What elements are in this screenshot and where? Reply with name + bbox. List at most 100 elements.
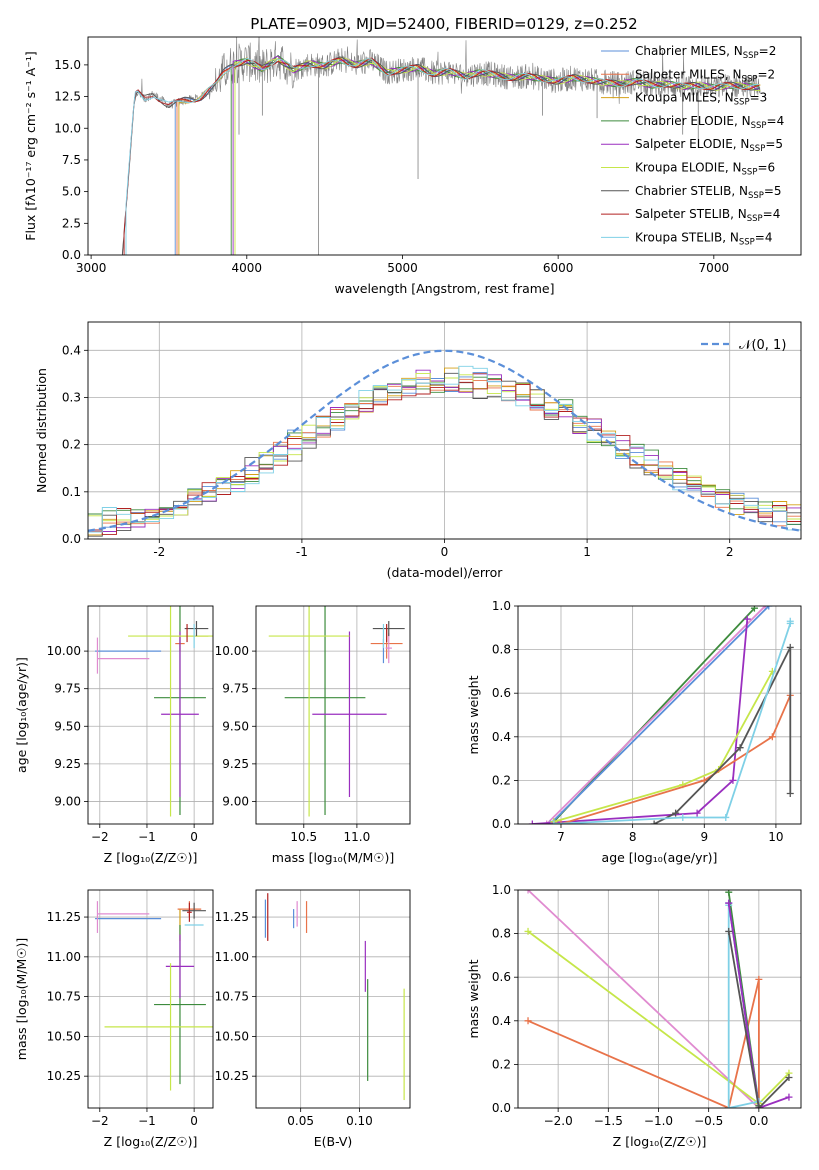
- x-tick-label: 0: [441, 545, 449, 559]
- plus-marker: [765, 606, 773, 610]
- legend-subscript: SSP: [751, 121, 767, 131]
- plus-marker: [785, 1093, 793, 1101]
- errorbar-point: [284, 606, 366, 815]
- x-tick-label: 7000: [699, 261, 730, 275]
- legend-label: Salpeter MILES, NSSP=2: [635, 67, 775, 84]
- mass-weight-line: [532, 619, 749, 824]
- y-tick-label: 10.50: [215, 1029, 249, 1043]
- model-spectrum-line: [121, 56, 760, 255]
- mass-weight-line: [553, 621, 792, 824]
- y-tick-label: 0.4: [62, 343, 81, 357]
- x-tick-label: 1: [583, 545, 591, 559]
- y-tick-label: 10.75: [47, 990, 81, 1004]
- plus-marker: [768, 733, 776, 741]
- errorbar-point: [182, 902, 206, 919]
- plus-marker: [693, 809, 701, 817]
- plus-marker: [786, 617, 794, 625]
- y-tick-label: 10.25: [47, 1069, 81, 1083]
- histogram-step-line: [88, 379, 801, 535]
- legend-suffix: =2: [759, 44, 777, 58]
- plus-marker: [755, 975, 763, 983]
- y-tick-label: 9.00: [54, 794, 81, 808]
- plot-area: [88, 349, 801, 537]
- legend-subscript: SSP: [748, 191, 764, 201]
- plus-marker: [650, 820, 658, 824]
- y-tick-label: 1.0: [492, 599, 511, 613]
- x-tick-label: 4000: [232, 261, 263, 275]
- legend-suffix: =4: [755, 230, 773, 244]
- mass-weight-line: [527, 890, 760, 1108]
- model-spectrum-line: [125, 57, 759, 255]
- x-tick-label: −2: [91, 830, 109, 844]
- y-tick-label: 0.0: [492, 1101, 511, 1115]
- y-axis-label: mass [log₁₀(M/M☉)]: [14, 938, 29, 1060]
- y-tick-label: 11.25: [47, 910, 81, 924]
- errorbar-point: [372, 621, 405, 637]
- legend-suffix: =5: [765, 137, 783, 151]
- y-tick-label: 0.2: [492, 773, 511, 787]
- axes-frame: [87, 889, 214, 1109]
- plus-marker: [524, 1017, 532, 1025]
- errorbar-point: [128, 606, 213, 817]
- x-tick-label: −1.0: [644, 1114, 673, 1128]
- x-axis-label: age [log₁₀(age/yr)]: [602, 850, 718, 865]
- x-tick-label: 2: [726, 545, 734, 559]
- y-tick-label: 10.00: [215, 644, 249, 658]
- plus-marker: [546, 820, 554, 824]
- y-tick-label: 11.00: [47, 950, 81, 964]
- plus-marker: [761, 606, 769, 610]
- x-tick-label: −1: [138, 1114, 156, 1128]
- y-tick-label: 10.25: [215, 1069, 249, 1083]
- plus-marker: [786, 643, 794, 651]
- x-axis-label: mass [log₁₀(M/M☉)]: [272, 850, 394, 865]
- mass-weight-line: [653, 646, 792, 824]
- y-tick-label: 0.8: [492, 643, 511, 657]
- y-tick-label: 9.75: [54, 682, 81, 696]
- x-tick-label: −1: [138, 830, 156, 844]
- y-tick-label: 1.0: [492, 883, 511, 897]
- plus-marker: [736, 744, 744, 752]
- x-tick-label: 0: [190, 1114, 198, 1128]
- legend-suffix: =4: [763, 207, 781, 221]
- y-tick-label: 0.0: [62, 248, 81, 262]
- y-axis-label: age [log₁₀(age/yr)]: [14, 657, 29, 773]
- x-tick-label: 0.10: [346, 1114, 373, 1128]
- plus-marker: [679, 813, 687, 821]
- plot-area: [264, 893, 405, 1101]
- legend-label: Chabrier STELIB, NSSP=5: [635, 184, 782, 201]
- y-tick-label: 2.5: [62, 216, 81, 230]
- legend-suffix: =2: [757, 67, 775, 81]
- legend-label: 𝒩(0, 1): [739, 338, 786, 353]
- mass-weight-line: [727, 905, 760, 1108]
- y-tick-label: 11.25: [215, 910, 249, 924]
- y-tick-label: 0.3: [62, 390, 81, 404]
- axes-frame: [87, 36, 802, 256]
- x-tick-label: 3000: [76, 261, 107, 275]
- axes-frame: [517, 605, 802, 825]
- axes-frame: [87, 321, 802, 540]
- model-spectrum-line: [123, 57, 760, 255]
- y-tick-label: 7.5: [62, 153, 81, 167]
- y-axis-label: mass weight: [466, 959, 481, 1038]
- legend-subscript: SSP: [739, 237, 755, 247]
- y-tick-label: 0.6: [492, 970, 511, 984]
- x-tick-label: -1: [296, 545, 308, 559]
- legend-subscript: SSP: [742, 168, 758, 178]
- model-spectrum-line: [234, 57, 761, 255]
- plus-marker: [725, 890, 733, 896]
- plus-marker: [729, 776, 737, 784]
- y-tick-label: 9.00: [222, 794, 249, 808]
- y-tick-label: 0.8: [492, 927, 511, 941]
- mass-weight-line: [727, 902, 790, 1108]
- x-axis-label: wavelength [Angstrom, rest frame]: [334, 281, 554, 296]
- plus-marker: [725, 1104, 733, 1108]
- x-axis-label: Z [log₁₀(Z/Z☉)]: [104, 1134, 198, 1149]
- mass-weight-line: [553, 670, 774, 823]
- mass-weight-line: [560, 695, 792, 824]
- age-vs-mass-panel: 10.5 11.0 9.00 9.25 9.50 9.75 10.00 mass [log₁₀…: [215, 605, 411, 865]
- x-tick-label: −1.5: [594, 1114, 623, 1128]
- x-tick-label: 7: [557, 830, 565, 844]
- y-tick-label: 10.0: [54, 121, 81, 135]
- legend-label: Kroupa STELIB, NSSP=4: [635, 230, 773, 247]
